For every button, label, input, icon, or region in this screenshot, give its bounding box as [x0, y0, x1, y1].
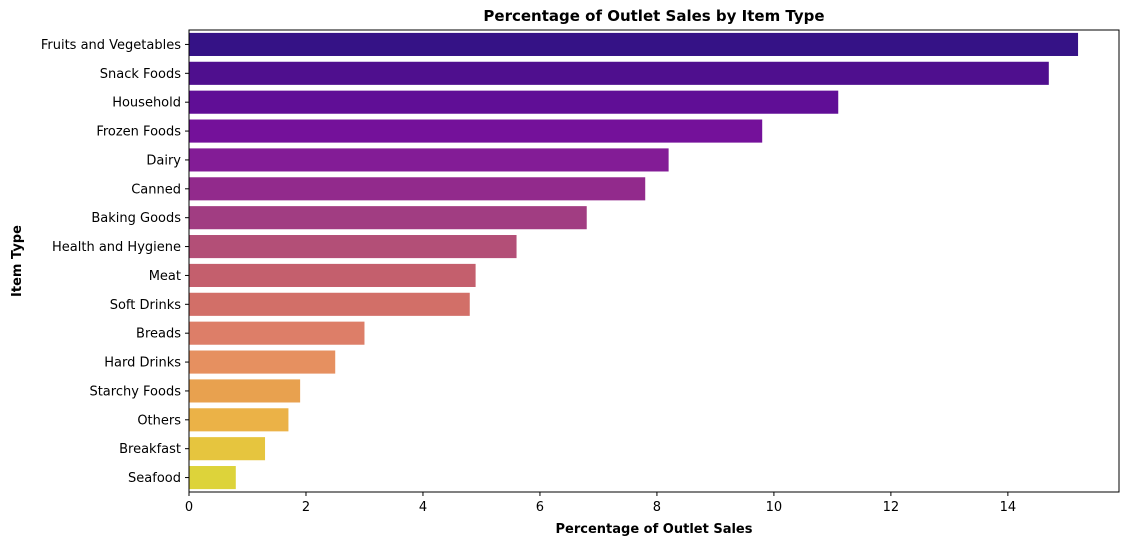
bar-others: [189, 408, 289, 432]
bars-group: [189, 32, 1079, 490]
y-tick-label: Frozen Foods: [96, 125, 181, 140]
y-tick-label: Health and Hygiene: [52, 240, 181, 255]
bar-hard-drinks: [189, 350, 336, 374]
y-tick-label: Breakfast: [119, 442, 181, 457]
x-tick-label: 4: [419, 500, 427, 515]
y-ticks-group: Fruits and Vegetables Snack Foods Househol…: [41, 38, 189, 486]
bar-frozen-foods: [189, 119, 763, 143]
bar-dairy: [189, 148, 669, 172]
y-tick-label: Baking Goods: [91, 211, 181, 226]
bar-seafood: [189, 466, 236, 490]
x-axis-label: Percentage of Outlet Sales: [556, 522, 753, 537]
x-tick-label: 10: [766, 500, 783, 515]
x-tick-label: 0: [185, 500, 193, 515]
x-ticks-group: 0 2 4 6 8 10 12 14: [185, 492, 1016, 515]
y-tick-label: Hard Drinks: [104, 356, 181, 371]
x-tick-label: 2: [302, 500, 310, 515]
y-tick-label: Soft Drinks: [110, 298, 182, 313]
bar-health-and-hygiene: [189, 235, 517, 259]
x-tick-label: 14: [1000, 500, 1017, 515]
bar-fruits-and-vegetables: [189, 32, 1079, 56]
y-tick-label: Breads: [136, 327, 181, 342]
y-tick-label: Household: [112, 96, 181, 111]
bar-soft-drinks: [189, 292, 470, 316]
y-tick-label: Others: [137, 413, 181, 428]
y-tick-label: Meat: [149, 269, 181, 284]
chart-title: Percentage of Outlet Sales by Item Type: [483, 7, 824, 25]
y-tick-label: Seafood: [128, 471, 181, 486]
bar-breakfast: [189, 437, 266, 461]
y-tick-label: Canned: [131, 182, 181, 197]
y-tick-label: Snack Foods: [100, 67, 181, 82]
x-tick-label: 12: [883, 500, 900, 515]
bar-breads: [189, 321, 365, 345]
y-tick-label: Starchy Foods: [89, 384, 181, 399]
y-tick-label: Fruits and Vegetables: [41, 38, 181, 53]
x-tick-label: 8: [653, 500, 661, 515]
y-axis-label: Item Type: [10, 225, 25, 297]
bar-canned: [189, 177, 646, 201]
bar-starchy-foods: [189, 379, 301, 403]
y-tick-label: Dairy: [146, 153, 181, 168]
bar-snack-foods: [189, 61, 1049, 85]
axes-frame: [188, 29, 1120, 493]
bar-baking-goods: [189, 206, 587, 230]
x-tick-label: 6: [536, 500, 544, 515]
bar-meat: [189, 263, 476, 287]
bar-household: [189, 90, 839, 114]
